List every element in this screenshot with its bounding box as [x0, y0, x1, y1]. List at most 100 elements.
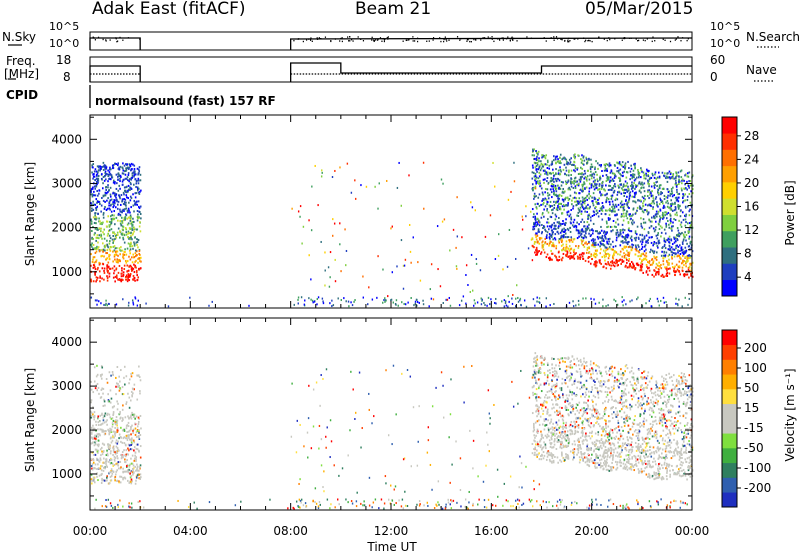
range-gate-cell — [125, 191, 128, 194]
range-gate-cell — [122, 437, 125, 440]
range-gate-cell — [611, 194, 614, 197]
range-gate-cell — [467, 507, 469, 510]
range-gate-cell — [333, 222, 336, 225]
range-gate-cell — [583, 234, 586, 237]
range-gate-cell — [107, 184, 109, 187]
range-gate-cell — [653, 255, 655, 258]
range-gate-cell — [135, 266, 137, 269]
range-gate-cell — [669, 506, 671, 509]
range-gate-cell — [615, 231, 618, 234]
range-gate-cell — [621, 255, 624, 258]
range-gate-cell — [688, 230, 691, 233]
range-gate-cell — [661, 192, 663, 195]
nsky-spike — [526, 36, 528, 38]
range-gate-cell — [208, 304, 210, 307]
range-gate-cell — [494, 258, 497, 261]
range-gate-cell — [552, 208, 554, 211]
nave-tick-bottom: 0 — [710, 70, 718, 84]
range-gate-cell — [601, 182, 603, 185]
range-gate-cell — [681, 179, 683, 182]
range-gate-cell — [122, 257, 125, 260]
range-gate-cell — [93, 190, 95, 193]
range-gate-cell — [135, 185, 137, 188]
range-gate-cell — [139, 477, 141, 480]
range-gate-cell — [99, 220, 101, 223]
range-gate-cell — [607, 225, 610, 228]
range-gate-cell — [139, 267, 142, 270]
range-gate-cell — [607, 262, 610, 265]
range-gate-cell — [129, 252, 132, 255]
range-gate-cell — [638, 251, 640, 254]
range-gate-cell — [98, 392, 100, 395]
range-gate-cell — [108, 433, 111, 436]
range-gate-cell — [125, 278, 128, 281]
range-gate-cell — [628, 206, 630, 209]
range-gate-cell — [96, 268, 99, 271]
range-gate-cell — [581, 205, 583, 208]
range-gate-cell — [582, 163, 585, 166]
range-gate-cell — [682, 194, 685, 197]
nsky-spike — [330, 40, 332, 43]
range-gate-cell — [593, 196, 596, 199]
range-gate-cell — [135, 479, 137, 482]
range-gate-cell — [676, 227, 679, 230]
range-gate-cell — [669, 213, 671, 216]
range-gate-cell — [662, 216, 665, 219]
range-gate-cell — [616, 170, 618, 173]
nsky-spike — [405, 39, 407, 42]
range-gate-cell — [118, 247, 121, 250]
range-gate-cell — [390, 227, 392, 230]
range-gate-cell — [655, 177, 658, 180]
range-gate-cell — [580, 236, 583, 239]
range-gate-cell — [347, 454, 349, 457]
range-gate-cell — [97, 247, 99, 250]
range-gate-cell — [535, 157, 538, 160]
range-gate-cell — [99, 222, 102, 225]
range-gate-cell — [132, 388, 134, 391]
range-gate-cell — [591, 258, 593, 261]
range-gate-cell — [654, 228, 657, 231]
range-gate-cell — [115, 451, 117, 454]
range-gate-cell — [571, 163, 573, 166]
range-gate-cell — [535, 238, 538, 241]
range-gate-cell — [97, 428, 99, 431]
range-gate-cell — [642, 218, 645, 221]
range-gate-cell — [676, 198, 679, 201]
range-gate-cell — [563, 157, 566, 160]
range-gate-cell — [617, 208, 620, 211]
range-gate-cell — [675, 176, 677, 179]
range-gate-cell — [410, 296, 412, 299]
range-gate-cell — [138, 257, 140, 260]
range-gate-cell — [94, 299, 97, 302]
range-gate-cell — [557, 239, 560, 242]
range-gate-cell — [625, 214, 628, 217]
range-gate-cell — [116, 250, 119, 253]
range-gate-cell — [130, 426, 132, 429]
range-gate-cell — [331, 299, 333, 302]
range-gate-cell — [593, 214, 595, 217]
range-gate-cell — [609, 164, 612, 167]
range-gate-cell — [115, 187, 118, 190]
range-gate-cell — [577, 246, 580, 249]
range-gate-cell — [629, 218, 631, 221]
range-gate-cell — [130, 269, 133, 272]
range-gate-cell — [665, 301, 667, 304]
range-gate-cell — [587, 255, 590, 258]
range-gate-cell — [623, 237, 626, 240]
range-gate-cell — [436, 504, 438, 507]
range-gate-cell — [668, 226, 671, 229]
range-gate-cell — [426, 451, 429, 454]
range-gate-cell — [572, 163, 574, 166]
range-gate-cell — [578, 235, 580, 238]
range-gate-cell — [674, 196, 677, 199]
nsky-spike — [621, 39, 623, 41]
range-gate-cell — [134, 296, 136, 299]
range-gate-cell — [642, 171, 645, 174]
range-gate-cell — [131, 176, 134, 179]
range-gate-cell — [536, 202, 539, 205]
range-gate-cell — [600, 503, 602, 506]
range-gate-cell — [601, 209, 604, 212]
range-gate-cell — [96, 276, 99, 279]
range-gate-cell — [337, 297, 339, 300]
range-gate-cell — [111, 176, 114, 179]
